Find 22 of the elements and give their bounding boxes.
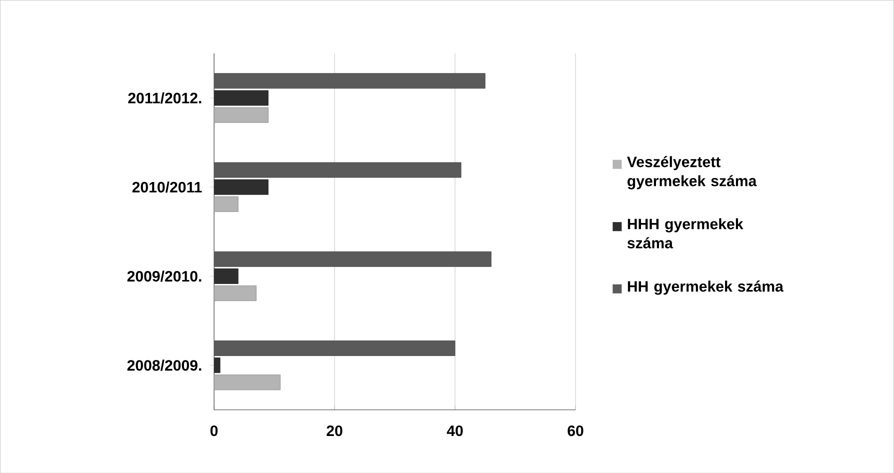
bar bbox=[214, 179, 268, 195]
bar bbox=[214, 73, 486, 88]
bar bbox=[214, 251, 492, 267]
legend-label: Veszélyeztett gyermekek száma bbox=[627, 156, 757, 190]
legend-label: HHH gyermekek száma bbox=[627, 218, 744, 248]
y-tick-label: 2008/2009. bbox=[127, 360, 202, 371]
x-tick-label: 40 bbox=[446, 425, 463, 436]
y-tick-label: 2009/2010. bbox=[127, 270, 202, 282]
bar bbox=[214, 162, 462, 178]
x-tick-label: 20 bbox=[326, 425, 342, 436]
bar bbox=[214, 285, 256, 301]
y-tick-label: 2011/2012. bbox=[128, 92, 202, 104]
bar bbox=[214, 268, 238, 284]
bar bbox=[214, 90, 268, 106]
x-tick-label: 60 bbox=[568, 425, 584, 436]
y-tick-label: 2010/2011 bbox=[132, 181, 202, 193]
bar bbox=[214, 107, 268, 123]
bar bbox=[214, 340, 456, 356]
x-tick-label: 0 bbox=[210, 425, 218, 436]
legend-label: HH gyermekek száma bbox=[628, 280, 784, 295]
bar bbox=[214, 196, 238, 212]
bar bbox=[214, 374, 281, 390]
